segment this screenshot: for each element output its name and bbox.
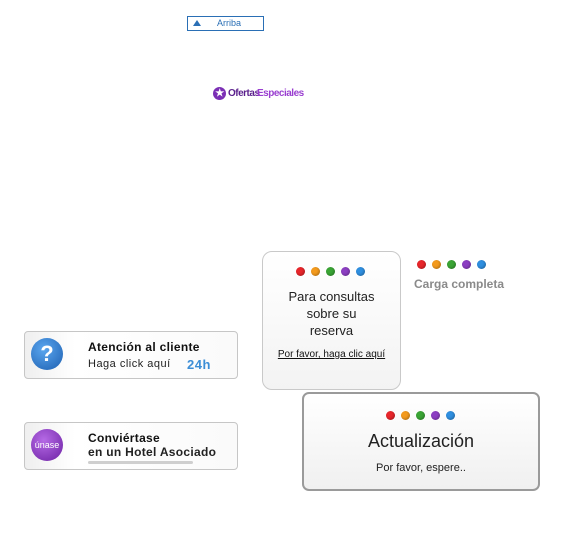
dot-blue xyxy=(446,411,455,420)
dot-green xyxy=(326,267,335,276)
dot-orange xyxy=(311,267,320,276)
color-dots xyxy=(386,411,455,420)
customer-service-subtitle: Haga click aquí xyxy=(88,358,171,370)
arrow-up-icon xyxy=(193,20,201,26)
dot-orange xyxy=(432,260,441,269)
customer-service-title: Atención al cliente xyxy=(88,340,200,354)
dot-red xyxy=(296,267,305,276)
inquiry-link[interactable]: Por favor, haga clic aquí xyxy=(277,349,386,360)
join-icon: únase xyxy=(31,429,63,461)
underline-bar xyxy=(88,461,193,464)
color-dots xyxy=(296,267,365,276)
special-offers-text-2: Especiales xyxy=(257,88,304,99)
dot-blue xyxy=(477,260,486,269)
color-dots xyxy=(417,260,486,269)
become-partner-button[interactable]: únase Conviértase en un Hotel Asociado xyxy=(24,422,238,470)
become-partner-line-1: Conviértase xyxy=(88,431,160,445)
customer-service-button[interactable]: ? Atención al cliente Haga click aquí 24… xyxy=(24,331,238,379)
inquiry-title: Para consultas sobre su reserva xyxy=(263,288,400,339)
inquiry-title-line-1: Para consultas xyxy=(288,289,375,304)
back-to-top-label: Arriba xyxy=(217,18,242,28)
dot-green xyxy=(416,411,425,420)
updating-title: Actualización xyxy=(367,431,475,451)
inquiry-title-line-3: reserva xyxy=(309,323,354,338)
dot-green xyxy=(447,260,456,269)
help-icon: ? xyxy=(31,338,63,370)
dot-purple xyxy=(431,411,440,420)
dot-blue xyxy=(356,267,365,276)
reservation-inquiry-panel: Para consultas sobre su reserva Por favo… xyxy=(262,251,401,390)
dot-red xyxy=(386,411,395,420)
star-icon: ★ xyxy=(213,87,226,100)
inquiry-title-line-2: sobre su xyxy=(306,306,357,321)
special-offers-text-1: Ofertas xyxy=(228,88,260,99)
dot-purple xyxy=(341,267,350,276)
load-complete-indicator: Carga completa xyxy=(414,260,524,294)
updating-dialog: Actualización Por favor, espere.. xyxy=(302,392,540,491)
hours-badge: 24h xyxy=(187,357,211,372)
load-complete-label: Carga completa xyxy=(414,277,505,291)
back-to-top-button[interactable]: Arriba xyxy=(187,16,264,31)
become-partner-line-2: en un Hotel Asociado xyxy=(88,445,217,459)
dot-purple xyxy=(462,260,471,269)
dot-orange xyxy=(401,411,410,420)
dot-red xyxy=(417,260,426,269)
updating-subtitle: Por favor, espere.. xyxy=(376,462,466,474)
